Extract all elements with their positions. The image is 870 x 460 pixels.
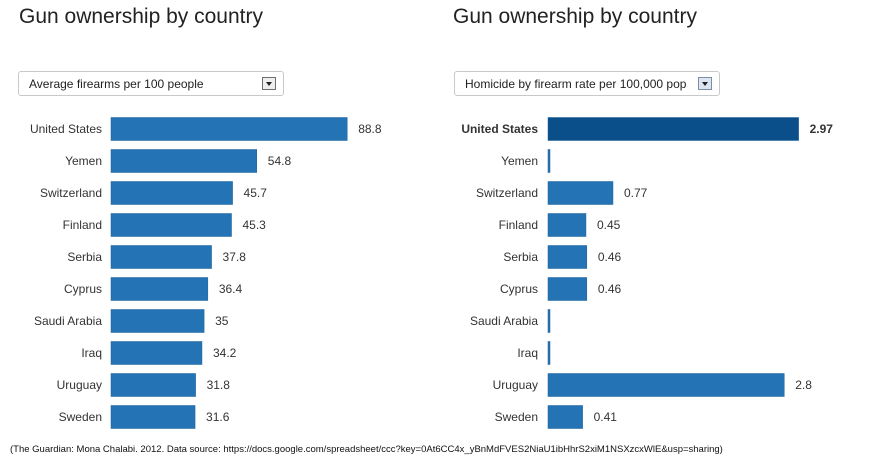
left-bar-yemen[interactable] xyxy=(110,149,258,173)
right-chart-title: Gun ownership by country xyxy=(453,5,697,28)
left-category-label-serbia: Serbia xyxy=(67,250,102,264)
right-bar-finland[interactable] xyxy=(547,213,587,237)
left-value-label-serbia: 37.8 xyxy=(223,250,247,264)
left-bar-uruguay[interactable] xyxy=(110,373,196,397)
right-value-label-serbia: 0.46 xyxy=(598,250,622,264)
right-bar-chart: United States 2.97 Yemen Switzerland 0.77 Fin… xyxy=(461,117,834,429)
left-bar-united-states[interactable] xyxy=(110,117,348,141)
right-bar-serbia[interactable] xyxy=(547,245,588,269)
left-bar-saudi-arabia[interactable] xyxy=(110,309,205,333)
left-category-label-uruguay: Uruguay xyxy=(57,378,102,392)
right-value-label-uruguay: 2.8 xyxy=(795,378,812,392)
left-category-label-sweden: Sweden xyxy=(59,410,102,424)
left-value-label-finland: 45.3 xyxy=(242,218,266,232)
right-category-label-finland: Finland xyxy=(499,218,538,232)
left-category-label-finland: Finland xyxy=(63,218,102,232)
right-category-label-iraq: Iraq xyxy=(517,346,538,360)
left-bar-sweden[interactable] xyxy=(110,405,196,429)
right-bar-switzerland[interactable] xyxy=(547,181,614,205)
right-bar-iraq[interactable] xyxy=(547,341,551,365)
left-bar-serbia[interactable] xyxy=(110,245,212,269)
right-category-label-united-states: United States xyxy=(461,122,538,136)
right-bar-saudi-arabia[interactable] xyxy=(547,309,551,333)
left-value-label-yemen: 54.8 xyxy=(268,154,292,168)
right-bar-yemen[interactable] xyxy=(547,149,551,173)
right-metric-select-value: Homicide by firearm rate per 100,000 pop xyxy=(465,76,687,91)
left-bar-cyprus[interactable] xyxy=(110,277,209,301)
left-value-label-uruguay: 31.8 xyxy=(207,378,231,392)
right-category-label-saudi-arabia: Saudi Arabia xyxy=(470,314,538,328)
right-bar-uruguay[interactable] xyxy=(547,373,785,397)
right-category-label-switzerland: Switzerland xyxy=(476,186,538,200)
right-metric-select[interactable]: Homicide by firearm rate per 100,000 pop xyxy=(454,71,720,96)
right-value-label-cyprus: 0.46 xyxy=(598,282,622,296)
right-bar-cyprus[interactable] xyxy=(547,277,588,301)
right-category-label-serbia: Serbia xyxy=(503,250,538,264)
chevron-down-icon[interactable] xyxy=(698,77,712,90)
right-category-label-cyprus: Cyprus xyxy=(500,282,538,296)
right-value-label-switzerland: 0.77 xyxy=(624,186,648,200)
left-metric-select-value: Average firearms per 100 people xyxy=(29,76,204,91)
left-bar-finland[interactable] xyxy=(110,213,232,237)
left-value-label-iraq: 34.2 xyxy=(213,346,237,360)
left-bar-switzerland[interactable] xyxy=(110,181,233,205)
left-value-label-sweden: 31.6 xyxy=(206,410,230,424)
left-value-label-united-states: 88.8 xyxy=(358,122,382,136)
right-value-label-united-states: 2.97 xyxy=(810,122,834,136)
right-bar-united-states[interactable] xyxy=(547,117,799,141)
left-category-label-united-states: United States xyxy=(30,122,102,136)
left-value-label-cyprus: 36.4 xyxy=(219,282,243,296)
right-category-label-uruguay: Uruguay xyxy=(493,378,538,392)
left-category-label-cyprus: Cyprus xyxy=(64,282,102,296)
source-note: (The Guardian: Mona Chalabi. 2012. Data … xyxy=(10,444,723,455)
left-bar-iraq[interactable] xyxy=(110,341,203,365)
right-chart-panel: Gun ownership by country Homicide by fir… xyxy=(440,0,870,440)
left-chart-title: Gun ownership by country xyxy=(19,5,263,28)
left-category-label-yemen: Yemen xyxy=(65,154,102,168)
left-category-label-saudi-arabia: Saudi Arabia xyxy=(34,314,102,328)
right-value-label-sweden: 0.41 xyxy=(594,410,618,424)
left-category-label-iraq: Iraq xyxy=(81,346,102,360)
right-bar-sweden[interactable] xyxy=(547,405,583,429)
left-category-label-switzerland: Switzerland xyxy=(40,186,102,200)
left-metric-select[interactable]: Average firearms per 100 people xyxy=(18,71,284,96)
left-chart-panel: Gun ownership by country Average firearm… xyxy=(0,0,430,440)
left-value-label-saudi-arabia: 35 xyxy=(215,314,229,328)
right-category-label-yemen: Yemen xyxy=(501,154,538,168)
left-bar-chart: United States 88.8 Yemen 54.8 Switzerland 45.… xyxy=(30,117,382,429)
chevron-down-icon[interactable] xyxy=(262,77,276,90)
left-value-label-switzerland: 45.7 xyxy=(244,186,268,200)
right-value-label-finland: 0.45 xyxy=(597,218,621,232)
right-category-label-sweden: Sweden xyxy=(495,410,538,424)
